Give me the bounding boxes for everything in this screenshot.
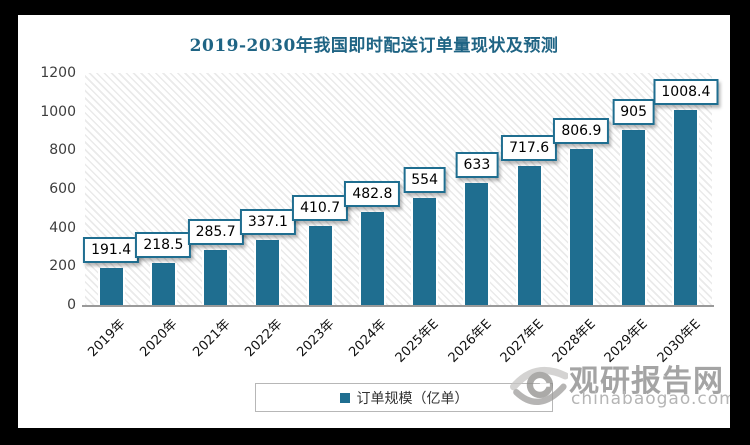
- bar-2028年E: [569, 148, 593, 305]
- data-label: 1008.4: [653, 79, 719, 106]
- data-label: 285.7: [187, 218, 244, 245]
- x-axis-tick-text: 2019年: [85, 316, 129, 361]
- x-axis-tick-text: 2021年: [189, 316, 234, 361]
- data-label: 717.6: [501, 135, 558, 162]
- bar-2020年: [151, 262, 175, 305]
- bar-2019年: [99, 267, 123, 305]
- data-label: 482.8: [344, 180, 401, 207]
- bar-2022年: [256, 239, 280, 305]
- x-axis-tick-text: 2022年: [242, 316, 286, 361]
- x-axis-tick-text: 2023年: [294, 316, 338, 361]
- y-axis-tick-label: 800: [49, 142, 76, 159]
- data-label: 191.4: [83, 236, 140, 263]
- watermark-site: chinabaogao.com: [571, 389, 730, 409]
- legend-marker-square-icon: [339, 392, 350, 403]
- x-axis-tick-text: 2030年E: [654, 316, 704, 366]
- bar-2025年E: [413, 197, 437, 305]
- data-label: 806.9: [553, 117, 610, 144]
- bar-2026年E: [465, 182, 489, 305]
- x-axis-tick-text: 2027年E: [497, 316, 547, 366]
- y-axis-tick-label: 400: [49, 219, 76, 236]
- y-axis-tick-label: 600: [49, 181, 76, 197]
- y-axis-tick-label: 0: [67, 297, 76, 313]
- bar-2024年: [360, 211, 384, 305]
- x-axis-tick-text: 2020年: [137, 316, 181, 361]
- y-axis-tick-label: 1200: [40, 65, 76, 81]
- data-label: 337.1: [239, 208, 296, 235]
- bar-2030年E: [674, 110, 698, 305]
- x-axis-tick-text: 2026年E: [445, 316, 495, 366]
- x-axis-line: [82, 305, 714, 307]
- data-label: 554: [403, 166, 446, 193]
- watermark-brand: 观研报告网: [569, 364, 724, 399]
- data-label: 410.7: [292, 194, 349, 221]
- x-axis-tick-text: 2028年E: [549, 316, 599, 366]
- data-label: 633: [455, 151, 499, 178]
- data-label: 218.5: [135, 231, 192, 258]
- y-axis-tick-label: 1000: [40, 103, 76, 120]
- x-axis-tick-text: 2024年: [346, 316, 390, 361]
- bar-2023年: [308, 225, 332, 305]
- chart-title: 2019-2030年我国即时配送订单量现状及预测: [189, 36, 559, 56]
- legend-label: 订单规模（亿单）: [356, 390, 469, 407]
- bar-2029年E: [622, 130, 646, 305]
- data-label: 905: [612, 99, 655, 126]
- legend: 订单规模（亿单）: [255, 383, 553, 412]
- x-axis-tick-text: 2029年E: [602, 316, 652, 366]
- chart-frame: 2019-2030年我国即时配送订单量现状及预测 订单规模（亿单） 观研报告网 …: [18, 15, 730, 428]
- x-axis-tick-text: 2025年E: [393, 316, 443, 366]
- bar-2027年E: [517, 166, 541, 305]
- bar-2021年: [204, 249, 228, 305]
- y-axis-tick-label: 200: [49, 258, 76, 275]
